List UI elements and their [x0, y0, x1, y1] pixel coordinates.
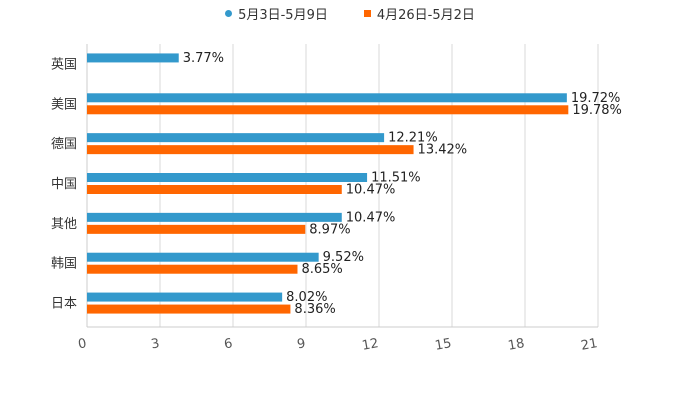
bar-series-2[interactable] [87, 105, 569, 115]
bar-series-2[interactable] [87, 145, 414, 155]
bar-series-1[interactable] [87, 173, 368, 182]
y-category-label: 韩国 [51, 257, 77, 272]
legend-label-series-2: 4月26日-5月2日 [376, 7, 475, 23]
bar-series-1[interactable] [87, 292, 283, 302]
x-tick-label: 3 [150, 336, 161, 352]
y-category-label: 德国 [51, 137, 77, 152]
bar-series-2[interactable] [87, 224, 306, 234]
data-label-series-2: 13.42% [418, 143, 468, 158]
x-tick-label: 18 [507, 336, 526, 354]
x-tick-label: 6 [223, 336, 234, 352]
data-label-series-2: 8.97% [309, 222, 350, 237]
legend-label-series-1: 5月3日-5月9日 [238, 7, 328, 23]
legend-item-series-2[interactable]: 4月26日-5月2日 [363, 4, 475, 23]
data-label-series-2: 10.47% [346, 183, 396, 198]
bar-series-2[interactable] [87, 304, 291, 314]
data-label-series-2: 19.78% [572, 103, 622, 118]
data-label-series-1: 12.21% [388, 131, 438, 146]
bar-series-1[interactable] [87, 133, 385, 143]
y-category-label: 其他 [51, 217, 77, 232]
data-label-series-1: 11.51% [371, 171, 421, 186]
bar-series-1[interactable] [87, 93, 567, 103]
data-label-series-1: 10.47% [346, 210, 396, 225]
data-label-series-2: 8.36% [294, 302, 335, 317]
x-tick-label: 21 [580, 336, 599, 354]
data-label-series-1: 8.02% [286, 290, 327, 305]
data-label-series-2: 8.65% [301, 262, 342, 277]
chart-legend: 5月3日-5月9日 4月26日-5月2日 [0, 4, 700, 23]
y-category-label: 日本 [51, 297, 77, 312]
bar-series-2[interactable] [87, 264, 298, 274]
legend-marker-series-1 [225, 9, 233, 17]
y-category-label: 中国 [51, 177, 77, 192]
x-tick-label: 15 [434, 336, 453, 354]
bar-series-2[interactable] [87, 185, 342, 194]
bar-series-1[interactable] [87, 53, 179, 63]
x-tick-label: 12 [361, 336, 380, 354]
y-category-label: 英国 [51, 57, 77, 72]
x-tick-label: 9 [296, 336, 307, 352]
y-category-label: 美国 [51, 97, 77, 112]
data-label-series-1: 19.72% [571, 91, 621, 106]
bar-series-1[interactable] [87, 212, 342, 222]
legend-item-series-1[interactable]: 5月3日-5月9日 [225, 4, 328, 23]
bar-series-1[interactable] [87, 252, 319, 262]
legend-marker-series-2 [363, 9, 371, 17]
data-label-series-1: 3.77% [183, 51, 224, 66]
data-label-series-1: 9.52% [323, 250, 364, 265]
x-tick-label: 0 [77, 336, 88, 352]
